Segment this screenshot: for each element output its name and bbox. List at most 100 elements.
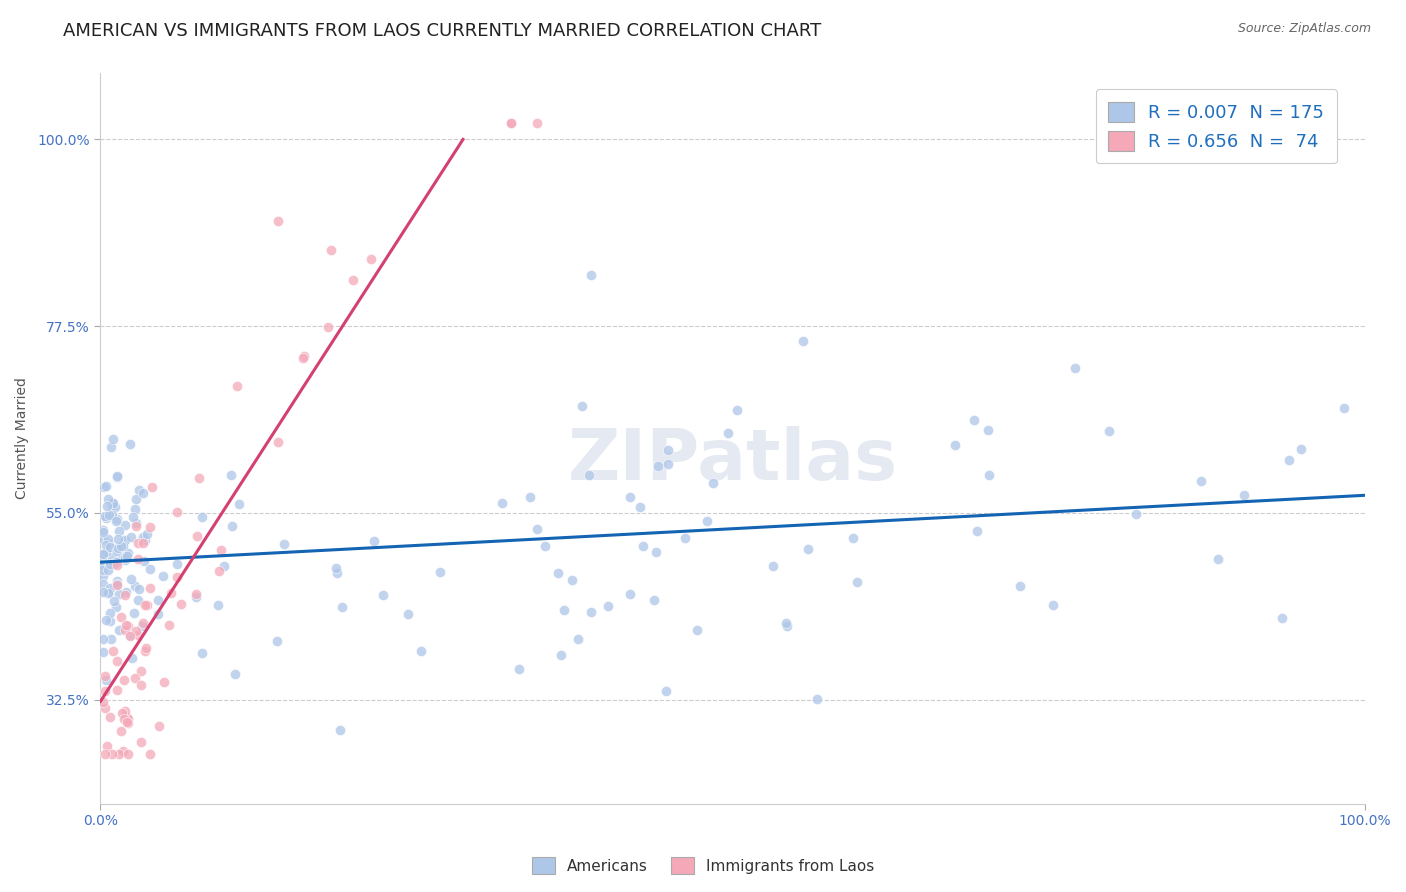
Point (1191, 474, 1213, 488)
Point (120, 530, 142, 544)
Point (776, 618, 799, 632)
Point (114, 673, 136, 688)
Point (98, 558, 121, 572)
Point (845, 575, 868, 590)
Point (409, 644, 432, 658)
Point (125, 491, 148, 506)
Point (107, 541, 129, 555)
Point (111, 551, 134, 566)
Point (187, 471, 209, 485)
Point (105, 577, 128, 591)
Point (94, 614, 117, 628)
Point (103, 558, 125, 572)
Point (686, 624, 709, 638)
Point (117, 716, 139, 731)
Point (103, 594, 125, 608)
Point (166, 557, 188, 571)
Point (114, 553, 136, 567)
Point (166, 505, 188, 519)
Point (110, 609, 132, 624)
Point (363, 533, 385, 548)
Point (842, 531, 865, 545)
Point (578, 467, 600, 482)
Point (98, 540, 121, 554)
Point (1333, 401, 1355, 415)
Point (104, 500, 127, 515)
Point (184, 590, 207, 604)
Point (127, 536, 149, 550)
Point (619, 587, 641, 601)
Point (124, 516, 146, 530)
Point (107, 532, 129, 546)
Point (806, 691, 828, 706)
Point (342, 273, 364, 287)
Point (96, 739, 118, 753)
Point (519, 490, 541, 504)
Point (129, 664, 152, 678)
Point (526, 522, 548, 536)
Point (114, 704, 136, 718)
Point (120, 437, 142, 451)
Point (128, 483, 150, 497)
Point (190, 510, 212, 524)
Point (633, 539, 655, 553)
Point (93, 694, 115, 708)
Point (101, 496, 124, 510)
Point (191, 646, 214, 660)
Point (533, 539, 555, 553)
Point (550, 648, 572, 662)
Point (104, 555, 127, 569)
Point (977, 468, 1000, 483)
Point (717, 425, 740, 440)
Point (98, 710, 121, 724)
Point (91, 563, 114, 577)
Point (114, 550, 136, 565)
Point (104, 514, 127, 528)
Point (148, 719, 170, 733)
Point (135, 598, 157, 612)
Point (398, 607, 420, 622)
Point (166, 570, 188, 584)
Point (526, 116, 548, 130)
Point (91, 525, 114, 540)
Point (91, 555, 114, 569)
Point (319, 244, 342, 258)
Point (170, 597, 193, 611)
Point (91, 558, 114, 573)
Point (97, 563, 120, 577)
Point (112, 744, 135, 758)
Y-axis label: Currently Married: Currently Married (15, 377, 30, 500)
Point (94, 673, 117, 687)
Point (184, 587, 207, 601)
Point (101, 432, 124, 446)
Point (325, 561, 347, 575)
Point (124, 579, 146, 593)
Point (96, 499, 118, 513)
Point (207, 599, 229, 613)
Text: Source: ZipAtlas.com: Source: ZipAtlas.com (1237, 22, 1371, 36)
Point (702, 476, 724, 491)
Point (98, 615, 121, 629)
Point (117, 712, 139, 726)
Point (115, 585, 138, 599)
Point (943, 438, 966, 452)
Point (111, 541, 134, 555)
Point (792, 334, 814, 349)
Point (146, 607, 169, 621)
Point (97, 491, 120, 506)
Point (134, 644, 156, 658)
Point (124, 501, 146, 516)
Point (127, 592, 149, 607)
Point (118, 629, 141, 643)
Point (696, 514, 718, 528)
Point (105, 558, 128, 572)
Point (561, 573, 583, 587)
Point (131, 535, 153, 549)
Point (96, 532, 118, 546)
Point (105, 578, 128, 592)
Point (1233, 488, 1256, 502)
Point (1098, 424, 1121, 438)
Point (966, 524, 988, 538)
Point (501, 116, 523, 130)
Point (122, 510, 145, 524)
